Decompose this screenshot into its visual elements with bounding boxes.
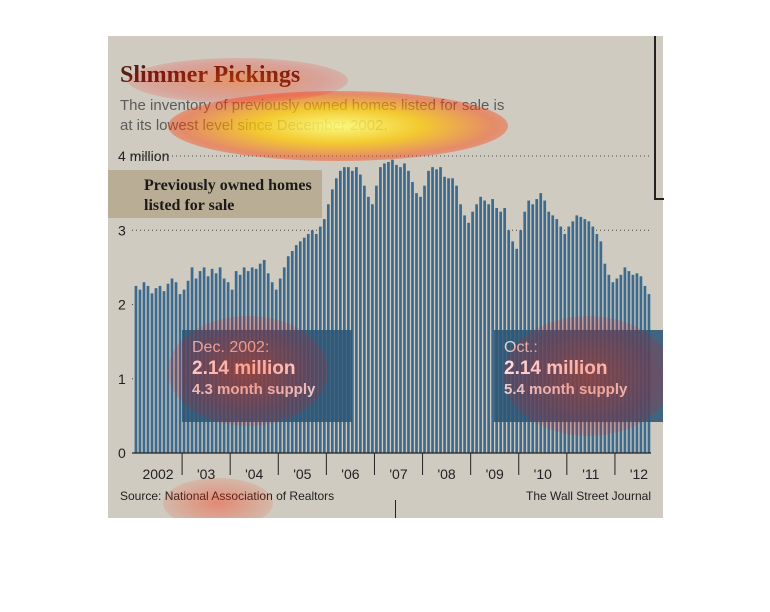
callout-date: Dec. 2002: — [192, 339, 270, 356]
y-tick-label: 2 — [118, 297, 126, 313]
bar — [146, 285, 150, 453]
bar — [403, 163, 406, 454]
bar — [178, 294, 182, 453]
bar — [527, 200, 531, 453]
bar — [162, 291, 166, 453]
bar — [391, 159, 394, 453]
x-tick-label: '10 — [534, 466, 552, 482]
callout-date: Oct.: — [504, 339, 538, 356]
bar — [439, 167, 442, 453]
bar — [423, 185, 426, 453]
callout-value: 2.14 million — [504, 358, 608, 379]
x-tick-label: '07 — [389, 466, 407, 482]
bar — [435, 169, 438, 454]
bar — [411, 181, 414, 454]
bar — [166, 283, 170, 453]
legend-label: Previously owned homes listed for sale — [144, 177, 312, 214]
bar — [371, 204, 374, 453]
bar — [134, 285, 138, 453]
bar — [326, 204, 330, 453]
y-tick-label: 4 million — [118, 148, 169, 164]
bar — [330, 189, 334, 453]
divider-tick-right — [654, 198, 664, 200]
bar — [174, 282, 178, 453]
bar — [491, 199, 494, 453]
bar — [375, 185, 378, 453]
bar — [431, 167, 434, 453]
bar — [487, 204, 490, 453]
bar — [399, 167, 402, 453]
x-tick-label: '04 — [245, 466, 263, 482]
bar — [471, 211, 474, 453]
bar — [138, 289, 142, 453]
x-tick-label: '08 — [437, 466, 455, 482]
callout-supply: 5.4 month supply — [504, 381, 628, 398]
x-tick-label: '09 — [486, 466, 504, 482]
source-note: Source: National Association of Realtors — [120, 489, 335, 503]
bar — [479, 196, 482, 453]
bar — [334, 178, 338, 453]
credit-note: The Wall Street Journal — [526, 489, 651, 503]
bar — [483, 200, 486, 453]
bar — [142, 282, 146, 453]
bar — [463, 215, 466, 453]
bar — [158, 285, 162, 453]
x-tick-label: '11 — [582, 466, 599, 482]
legend-box — [108, 170, 322, 218]
divider-line-bottom — [395, 500, 396, 518]
x-tick-label: 2002 — [142, 466, 173, 482]
bar — [427, 170, 430, 453]
callout-value: 2.14 million — [192, 358, 296, 379]
bar — [154, 288, 158, 453]
bar — [539, 193, 543, 453]
x-tick-label: '05 — [293, 466, 311, 482]
x-tick-label: '06 — [341, 466, 359, 482]
y-tick-label: 3 — [118, 222, 126, 238]
bar — [338, 170, 342, 453]
chart-title: Slimmer Pickings — [120, 62, 301, 88]
bar — [351, 170, 354, 453]
divider-line-right — [654, 36, 656, 200]
bar — [407, 170, 410, 453]
x-tick-label: '12 — [630, 466, 648, 482]
bar — [150, 293, 154, 453]
bar — [459, 204, 462, 453]
bar — [379, 167, 382, 453]
bar — [447, 178, 450, 453]
bar — [383, 163, 386, 454]
bar — [170, 278, 174, 453]
chart-card: 0 1 2 3 4 million 2002 '03 '04 '05 '06 '07 '08 '09 '1… — [108, 36, 663, 518]
y-tick-label: 0 — [118, 445, 126, 461]
bar — [467, 222, 470, 453]
callout-dec-2002: Dec. 2002: 2.14 million 4.3 month supply — [182, 330, 352, 422]
x-tick-label: '03 — [197, 466, 215, 482]
bar — [367, 196, 370, 453]
bar — [451, 178, 454, 453]
bar — [363, 185, 366, 453]
bar — [395, 164, 398, 453]
y-tick-label: 1 — [118, 371, 126, 387]
chart-subtitle: The inventory of previously owned homes … — [120, 97, 505, 134]
bar — [343, 167, 346, 453]
bar — [531, 204, 535, 453]
callout-oct: Oct.: 2.14 million 5.4 month supply — [494, 330, 663, 422]
callout-supply: 4.3 month supply — [192, 381, 316, 398]
bar — [535, 199, 539, 453]
bar — [543, 200, 547, 453]
bar — [359, 174, 362, 453]
bar — [475, 204, 478, 453]
bar — [419, 196, 422, 453]
bar — [347, 167, 350, 453]
bar — [455, 185, 458, 453]
bar — [387, 161, 390, 453]
bar — [355, 167, 358, 453]
bar — [443, 176, 446, 454]
bar — [415, 193, 418, 453]
